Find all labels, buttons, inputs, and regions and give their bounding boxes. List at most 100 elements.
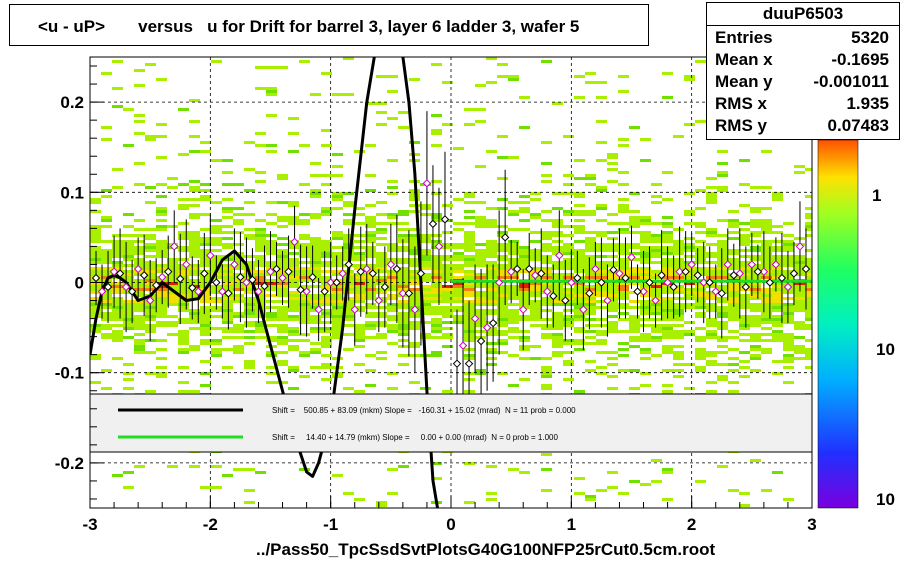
heat-cell	[255, 471, 266, 474]
heat-cell	[772, 276, 783, 279]
heat-cell	[431, 288, 442, 291]
heat-cell	[530, 303, 541, 306]
heat-cell	[739, 333, 750, 336]
heat-cell	[101, 138, 112, 141]
heat-cell	[189, 309, 200, 312]
heat-cell	[112, 234, 123, 237]
legend-text-green: Shift = 14.40 + 14.79 (mkm) Slope = 0.00…	[272, 433, 558, 442]
heat-cell	[156, 213, 167, 216]
heat-cell	[442, 327, 453, 330]
heat-cell	[640, 282, 651, 285]
heat-cell	[618, 249, 629, 252]
heat-cell	[90, 225, 101, 228]
heat-cell	[750, 210, 761, 213]
heat-cell	[156, 156, 167, 159]
heat-cell	[354, 282, 365, 285]
heat-cell	[310, 216, 321, 219]
heat-cell	[244, 315, 255, 318]
heat-cell	[90, 231, 101, 234]
heat-cell	[585, 342, 596, 345]
heat-cell	[123, 264, 134, 267]
heat-cell	[431, 219, 442, 222]
heat-cell	[134, 252, 145, 255]
heat-cell	[684, 276, 695, 279]
heat-cell	[596, 96, 607, 99]
heat-cell	[178, 183, 189, 186]
heat-cell	[222, 306, 233, 309]
heat-cell	[651, 222, 662, 225]
heat-cell	[673, 267, 684, 270]
heat-cell	[90, 303, 101, 306]
heat-cell	[629, 282, 640, 285]
heat-cell	[541, 324, 552, 327]
heat-cell	[409, 141, 420, 144]
heat-cell	[354, 150, 365, 153]
heat-cell	[332, 327, 343, 330]
heat-cell	[618, 90, 629, 93]
heat-cell	[211, 315, 222, 318]
heat-cell	[552, 102, 563, 105]
heat-cell	[354, 213, 365, 216]
heat-cell	[101, 216, 112, 219]
heat-cell	[706, 273, 717, 276]
heat-cell	[805, 195, 812, 198]
heat-cell	[673, 240, 684, 243]
heat-cell	[684, 333, 695, 336]
heat-cell	[288, 216, 299, 219]
heat-cell	[321, 243, 332, 246]
heat-cell	[398, 213, 409, 216]
heat-cell	[332, 174, 343, 177]
heat-cell	[530, 324, 541, 327]
heat-cell	[651, 459, 662, 462]
heat-cell	[475, 165, 486, 168]
heat-cell	[453, 318, 464, 321]
heat-cell	[288, 366, 299, 369]
heat-cell	[354, 330, 365, 333]
heat-cell	[552, 303, 563, 306]
heat-cell	[684, 213, 695, 216]
heat-cell	[431, 276, 442, 279]
heat-cell	[200, 321, 211, 324]
heat-cell	[475, 120, 486, 123]
heat-cell	[640, 222, 651, 225]
heat-cell	[420, 285, 431, 288]
heat-cell	[244, 342, 255, 345]
heat-cell	[464, 240, 475, 243]
profile-b-marker	[506, 267, 516, 276]
heat-cell	[222, 264, 233, 267]
heat-cell	[453, 246, 464, 249]
heat-cell	[772, 300, 783, 303]
heat-cell	[442, 81, 453, 84]
profile-a-marker	[693, 271, 702, 280]
heat-cell	[200, 189, 211, 192]
heat-cell	[310, 258, 321, 261]
heat-cell	[651, 354, 662, 357]
heat-cell	[134, 345, 145, 348]
profile-a-marker	[260, 281, 269, 291]
heat-cell	[585, 210, 596, 213]
heat-cell	[717, 300, 728, 303]
heat-cell	[332, 195, 343, 198]
heat-cell	[90, 312, 101, 315]
heat-cell	[629, 252, 640, 255]
heat-cell	[156, 225, 167, 228]
heat-cell	[486, 81, 497, 84]
heat-cell	[662, 468, 673, 471]
heat-cell	[321, 342, 332, 345]
profile-b-marker	[218, 287, 227, 296]
profile-a-marker	[561, 296, 570, 305]
heat-cell	[134, 303, 145, 306]
heat-cell	[365, 288, 376, 291]
heat-cell	[486, 276, 497, 279]
heat-cell	[486, 255, 497, 258]
heat-cell	[552, 342, 563, 345]
heat-cell	[519, 285, 530, 288]
heat-cell	[233, 258, 244, 261]
heat-cell	[717, 261, 728, 264]
heat-cell	[695, 222, 706, 225]
heat-cell	[750, 318, 761, 321]
heat-cell	[134, 327, 145, 330]
heat-cell	[574, 282, 585, 285]
heat-cell	[178, 309, 189, 312]
